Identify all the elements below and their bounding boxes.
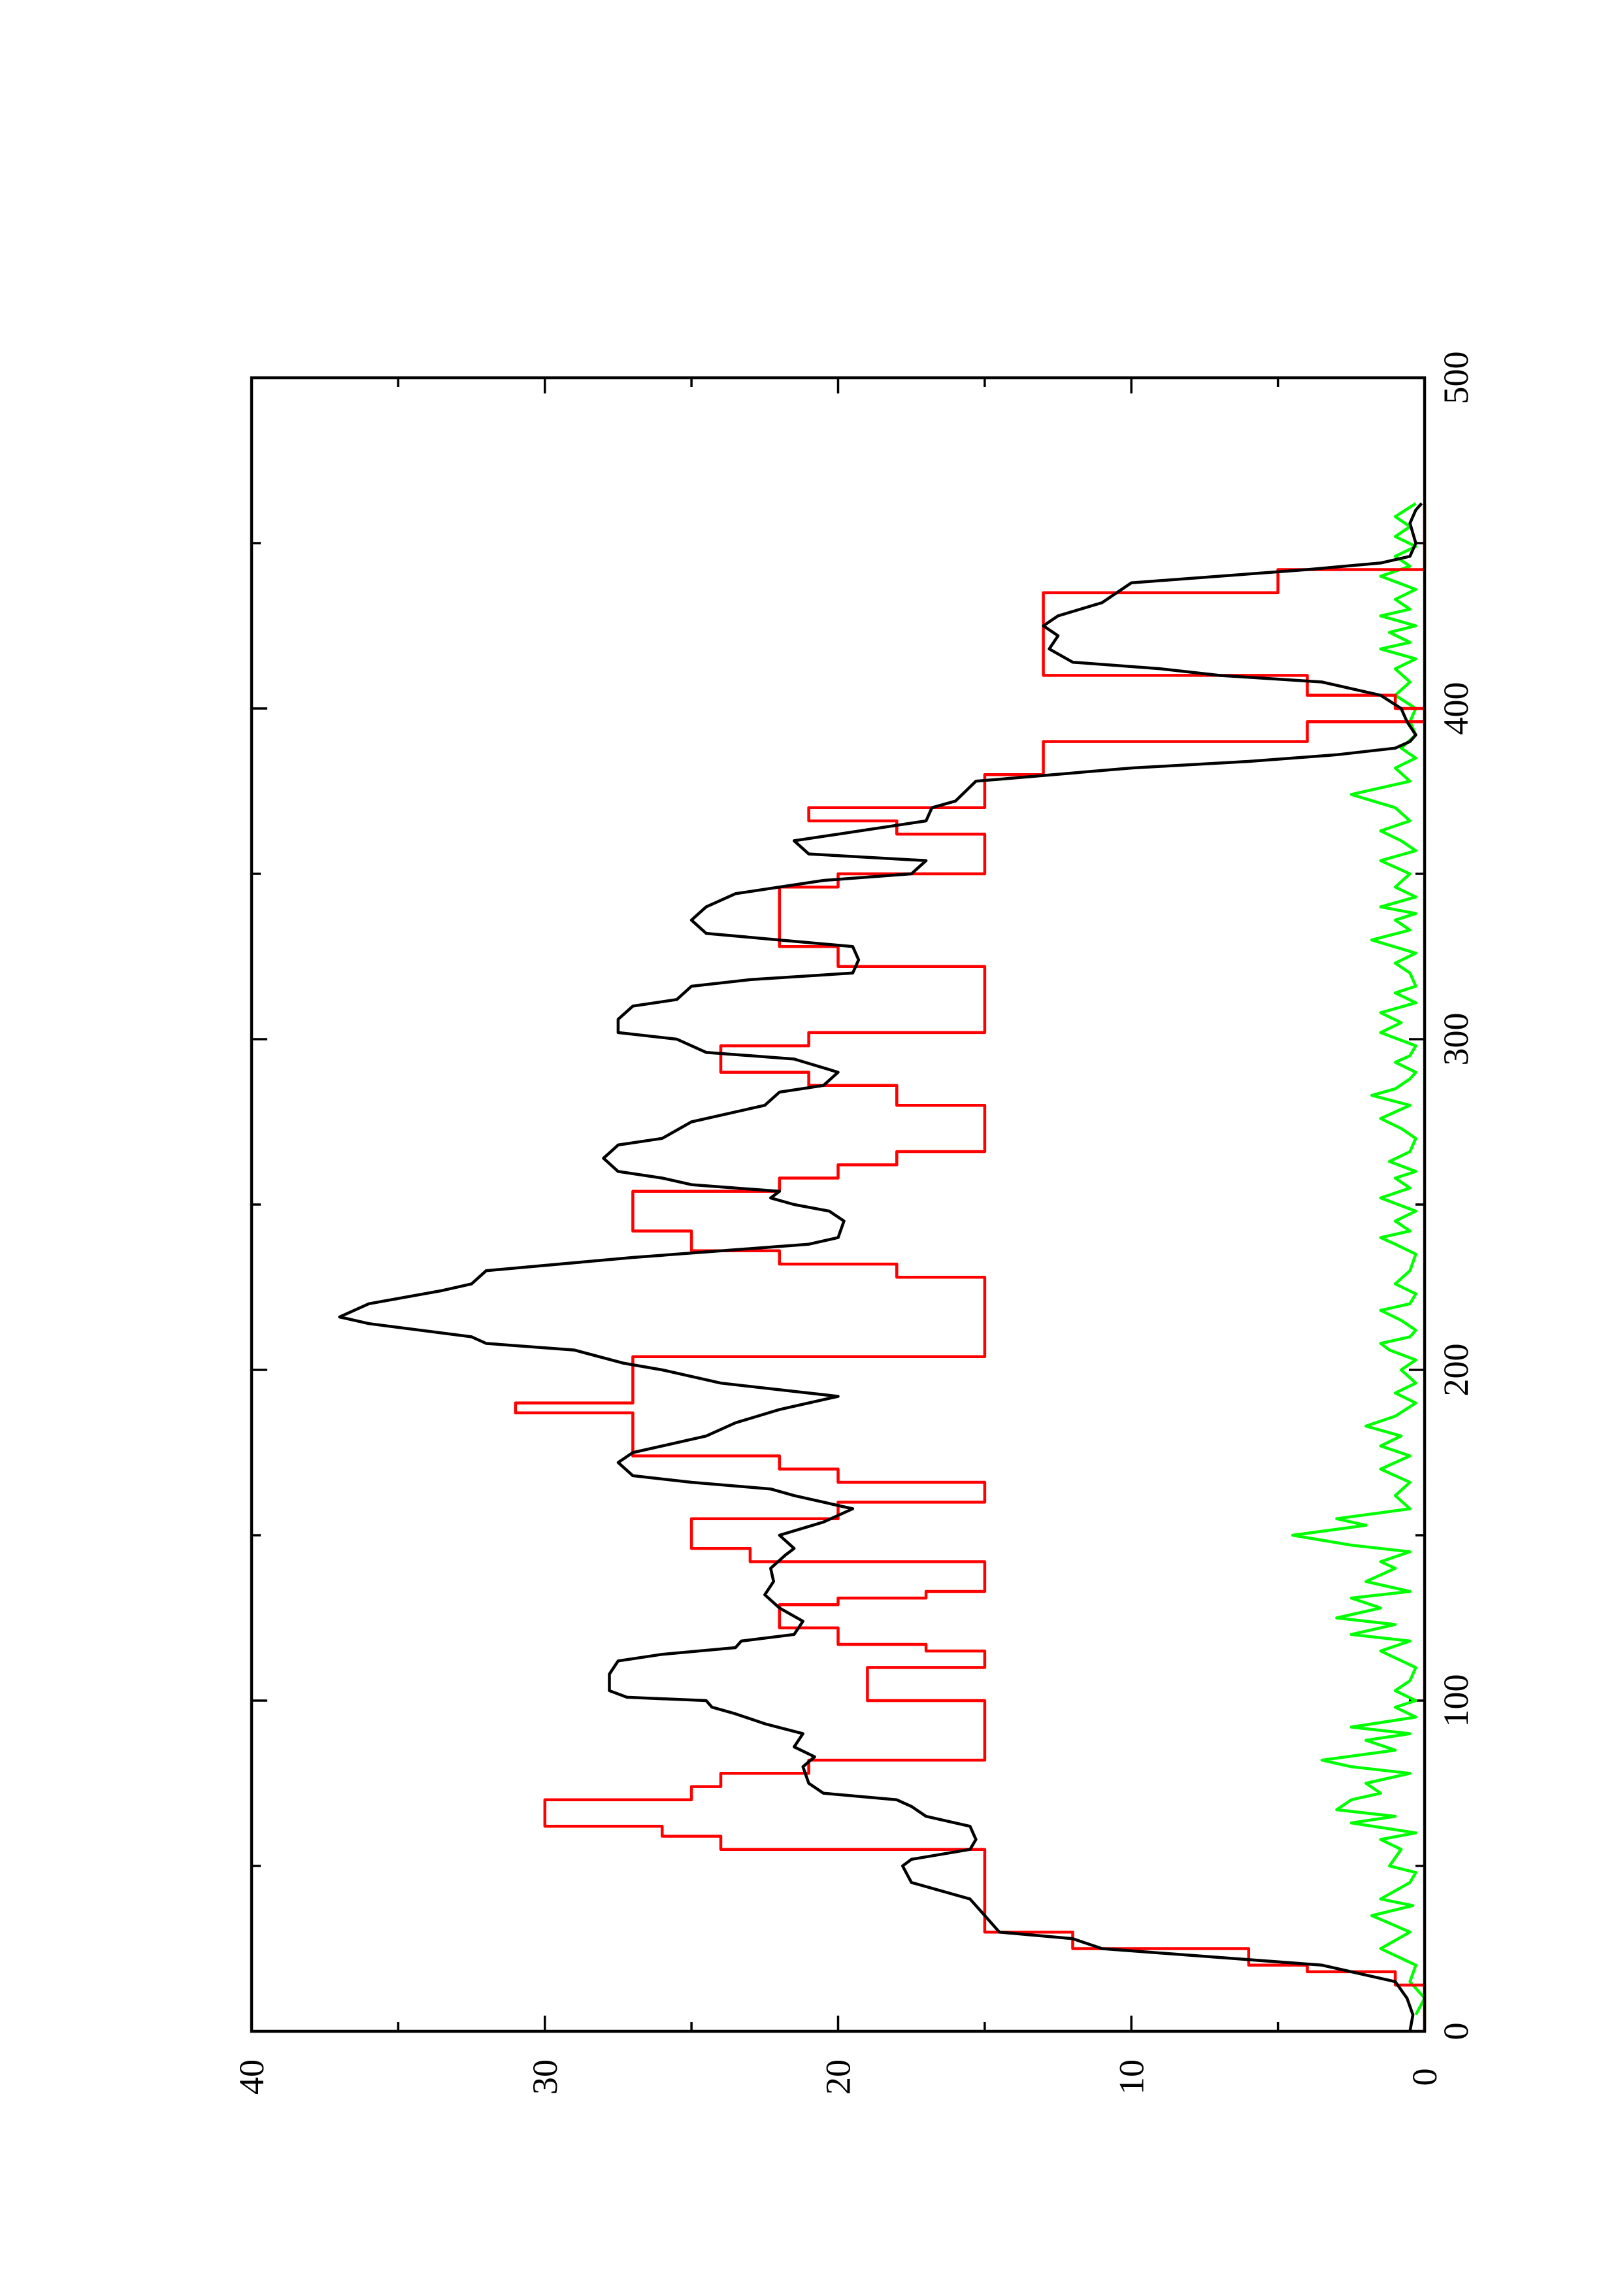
axis-ticks — [250, 376, 1426, 2033]
series-line-2 — [514, 503, 1427, 2031]
y-tick-label: 40 — [232, 2059, 271, 2095]
x-tick-label: 0 — [1436, 2023, 1476, 2040]
series-line-3 — [1291, 502, 1427, 2016]
plot-frame — [250, 376, 1427, 2033]
x-tick-label: 200 — [1436, 1344, 1476, 1397]
tick-labels: 0 100 200 300 400 500 0 10 20 30 40 — [232, 352, 1476, 2095]
x-tick-label: 500 — [1436, 352, 1476, 405]
series-group — [338, 502, 1427, 2032]
x-tick-label: 300 — [1436, 1013, 1476, 1066]
x-tick-label: 100 — [1436, 1674, 1476, 1727]
y-tick-label: 30 — [525, 2059, 565, 2095]
series-line-1 — [338, 502, 1423, 2032]
y-tick-label: 0 — [1405, 2069, 1444, 2086]
x-tick-label: 400 — [1436, 682, 1476, 735]
y-tick-label: 20 — [819, 2059, 858, 2095]
y-tick-label: 10 — [1112, 2059, 1151, 2095]
